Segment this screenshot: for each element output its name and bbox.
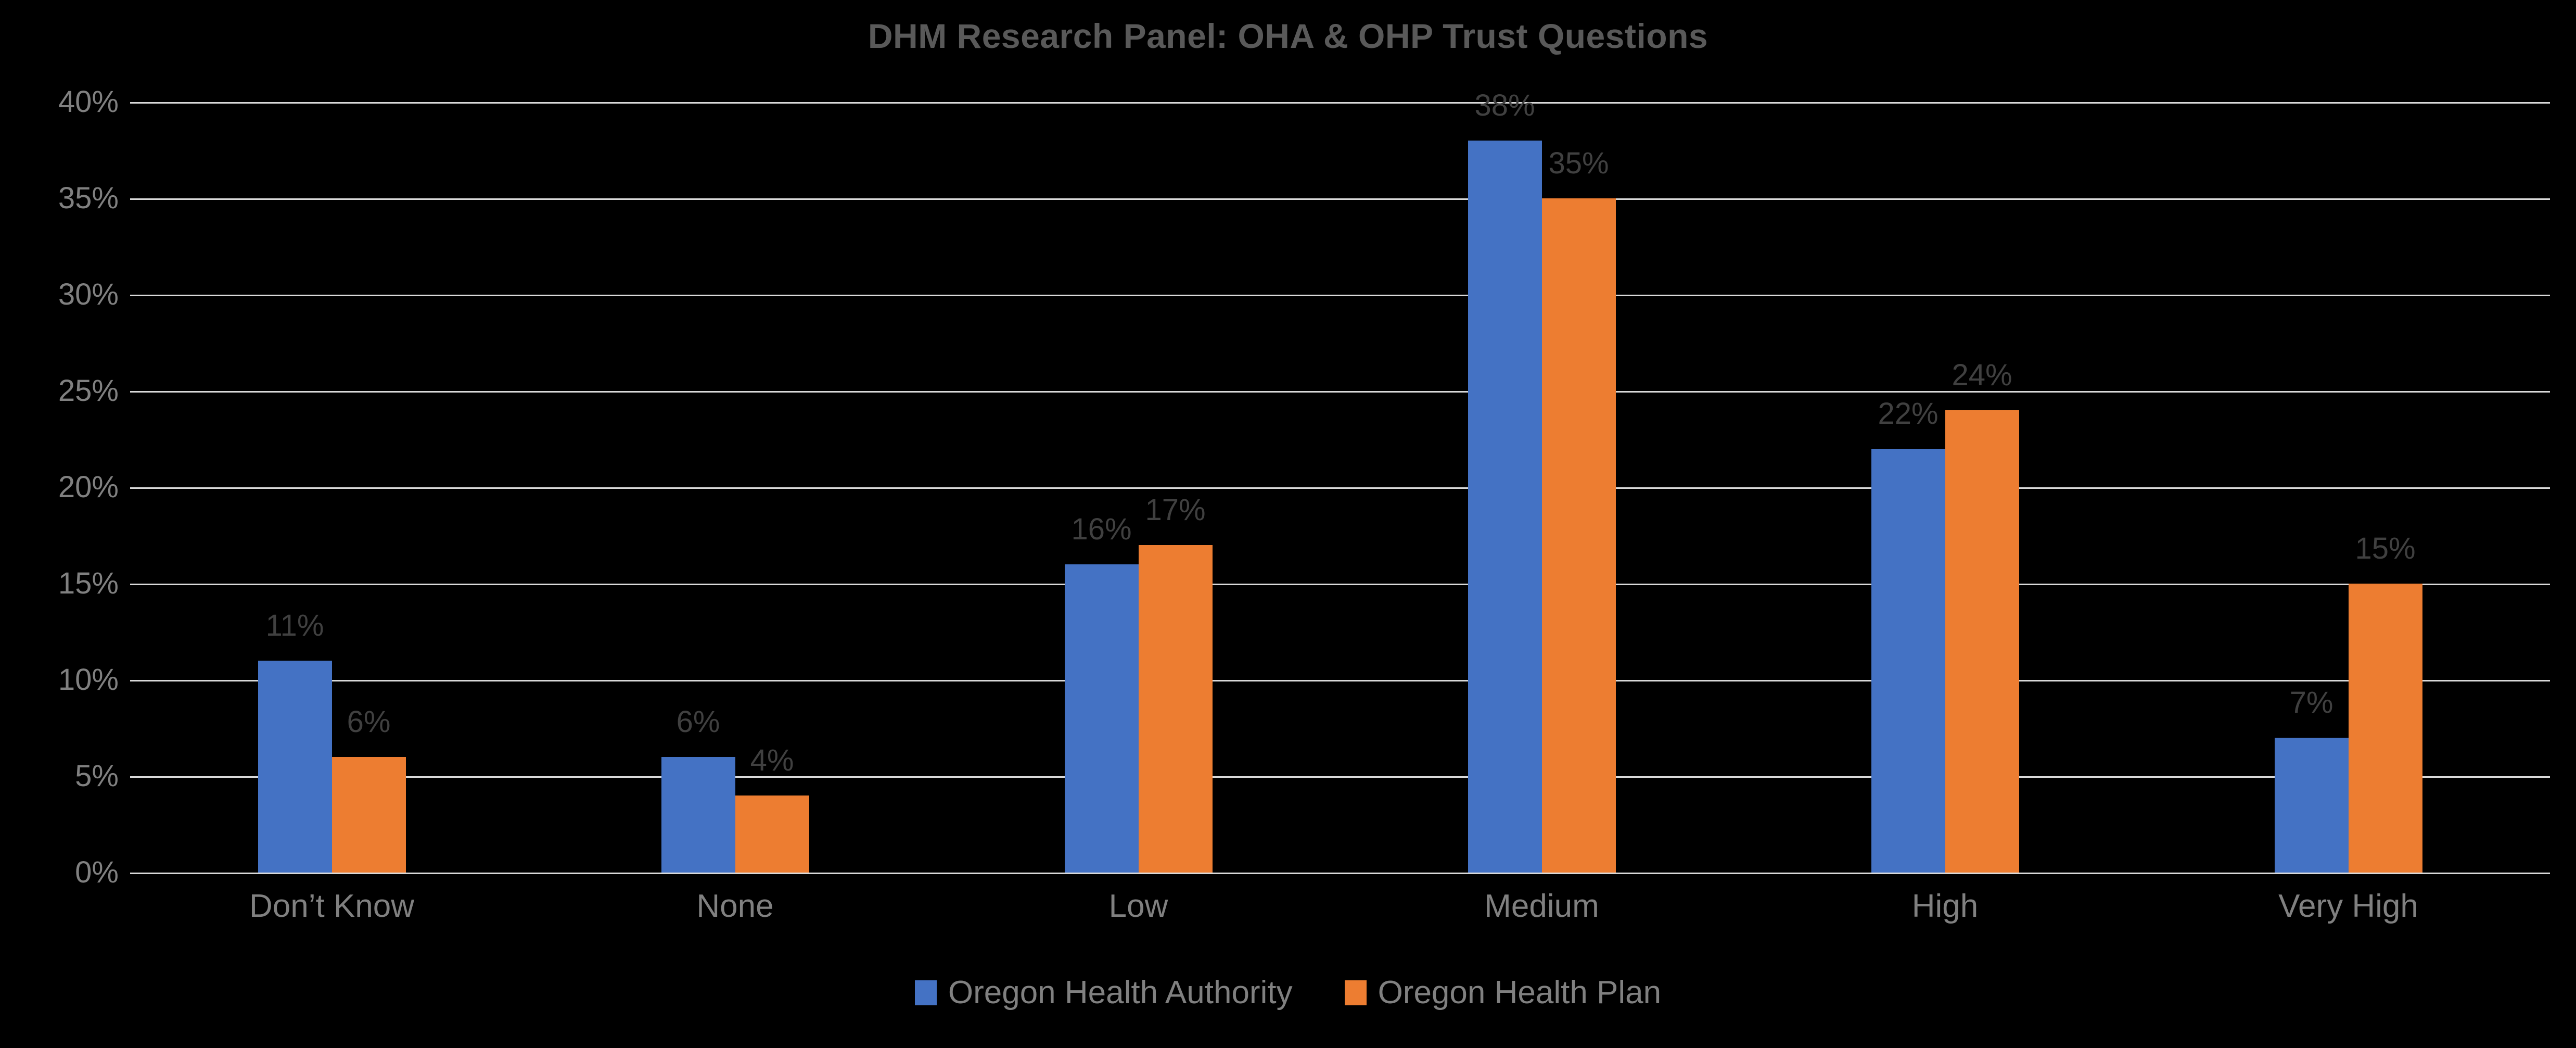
y-axis-tick-label: 5% [75,759,119,793]
bar[interactable] [2274,738,2349,873]
legend-swatch-icon [914,980,937,1005]
legend-item[interactable]: Oregon Health Plan [1344,975,1662,1011]
gridline [130,680,2550,681]
legend-item[interactable]: Oregon Health Authority [914,975,1293,1011]
bar-value-label: 16% [1071,512,1132,546]
y-axis-tick-label: 25% [58,374,119,408]
legend-label: Oregon Health Plan [1378,975,1662,1011]
plot-area [130,102,2550,874]
bar-value-label: 7% [2289,686,2333,719]
y-axis-tick-label: 10% [58,663,119,697]
gridline [130,295,2550,296]
bar-value-label: 17% [1145,493,1206,527]
bar[interactable] [1871,449,1945,873]
x-axis-category-label: Don’t Know [249,888,415,924]
y-axis-tick-label: 15% [58,566,119,600]
y-axis-tick-label: 40% [58,85,119,119]
axis-baseline [130,873,2550,874]
bar-value-label: 6% [347,705,391,739]
bar-value-label: 22% [1878,397,1939,431]
bar[interactable] [1945,410,2019,873]
gridline [130,102,2550,104]
x-axis-category-label: Low [1108,888,1168,924]
bar-value-label: 38% [1474,89,1535,122]
bar-value-label: 6% [676,705,720,739]
y-axis-tick-label: 20% [58,470,119,504]
bar[interactable] [1064,564,1139,873]
bar[interactable] [1468,141,1542,873]
bar-value-label: 15% [2355,532,2416,565]
gridline [130,198,2550,200]
y-axis-tick-label: 30% [58,277,119,311]
bar-value-label: 4% [750,743,794,777]
x-axis-category-label: None [696,888,774,924]
gridline [130,487,2550,489]
x-axis-category-label: Very High [2278,888,2418,924]
legend-label: Oregon Health Authority [948,975,1293,1011]
bar[interactable] [1138,545,1213,873]
x-axis-category-label: High [1911,888,1979,924]
x-axis-category-label: Medium [1484,888,1599,924]
bar[interactable] [1541,198,1616,873]
bar[interactable] [2348,584,2422,873]
y-axis-tick-label: 0% [75,855,119,889]
y-axis-tick-label: 35% [58,181,119,215]
chart-title: DHM Research Panel: OHA & OHP Trust Ques… [868,17,1708,55]
bar-value-label: 24% [1952,358,2012,392]
gridline [130,584,2550,585]
bar-value-label: 35% [1548,146,1609,180]
bar[interactable] [661,757,735,873]
chart-legend: Oregon Health Authority Oregon Health Pla… [0,977,2576,1009]
legend-swatch-icon [1344,980,1367,1005]
gridline [130,391,2550,393]
bar[interactable] [331,757,406,873]
bar[interactable] [735,796,809,873]
gridline [130,776,2550,778]
bar-value-label: 11% [265,609,324,642]
bar[interactable] [258,661,332,873]
